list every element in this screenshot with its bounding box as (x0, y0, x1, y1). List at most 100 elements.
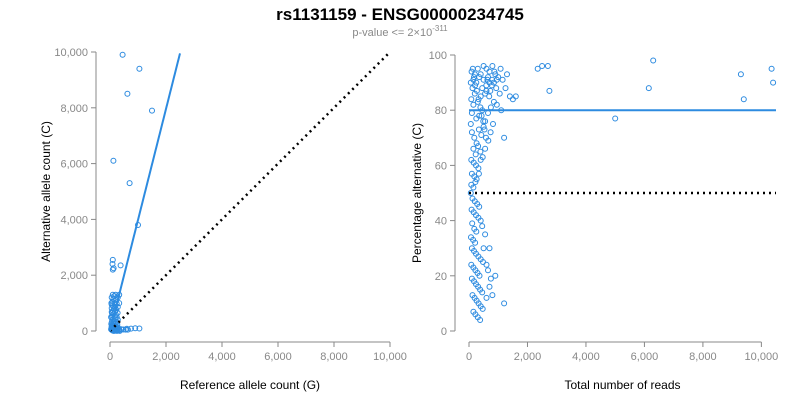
data-point (468, 129, 475, 136)
data-point (126, 180, 133, 187)
data-point (487, 275, 494, 282)
data-point (486, 283, 493, 290)
data-point (136, 65, 143, 72)
fit-line (109, 53, 181, 332)
data-point (468, 68, 475, 75)
y-axis-title: Alternative allele count (C) (39, 121, 53, 262)
reference-line (109, 51, 391, 332)
x-axis-title: Reference allele count (G) (180, 378, 320, 392)
data-point (479, 223, 486, 230)
y-tick-label: 4,000 (60, 214, 88, 226)
data-point (477, 71, 484, 78)
data-point (480, 245, 487, 252)
data-point (768, 65, 775, 72)
data-point (504, 71, 510, 78)
data-point (489, 63, 496, 69)
data-point (467, 121, 474, 127)
y-tick-label: 100 (429, 50, 447, 62)
subtitle-times: × (413, 27, 420, 39)
subtitle-prefix: p-value <= 2 (352, 27, 414, 39)
data-point (534, 65, 541, 72)
x-tick-label: 6,000 (631, 351, 659, 363)
data-point (487, 129, 494, 136)
data-point (480, 63, 487, 69)
data-point (475, 96, 482, 103)
data-point (477, 148, 484, 155)
x-tick-label: 4,000 (572, 351, 600, 363)
x-tick-label: 0 (466, 351, 472, 363)
data-point (489, 76, 496, 83)
data-point (487, 87, 494, 94)
data-point (473, 87, 480, 94)
data-point (109, 291, 116, 298)
data-point (469, 220, 476, 227)
data-point (482, 231, 489, 238)
data-point (475, 170, 482, 177)
data-point (482, 145, 489, 152)
data-point (502, 85, 509, 92)
y-tick-label: 6,000 (60, 159, 88, 171)
data-point (485, 267, 491, 274)
x-tick-label: 10,000 (745, 351, 779, 363)
x-axis-title: Total number of reads (564, 378, 680, 392)
data-point (474, 98, 481, 105)
y-tick-label: 80 (435, 105, 447, 117)
data-point (472, 151, 479, 158)
data-point (474, 65, 481, 72)
data-point (539, 63, 546, 69)
y-tick-label: 20 (435, 271, 447, 283)
data-point (645, 85, 652, 92)
x-tick-label: 0 (107, 351, 113, 363)
data-point (493, 101, 500, 108)
y-tick-label: 8,000 (60, 103, 88, 115)
data-point (475, 143, 482, 150)
x-tick-label: 6,000 (264, 351, 292, 363)
data-point (471, 134, 478, 141)
x-tick-label: 8,000 (689, 351, 717, 363)
data-point (472, 179, 479, 185)
data-point (480, 76, 487, 83)
data-point (117, 262, 124, 269)
data-point (479, 85, 486, 92)
chart-title: rs1131159 - ENSG00000234745 (276, 5, 524, 24)
data-point (119, 51, 126, 58)
data-point (483, 294, 490, 301)
subtitle-base: 10 (419, 27, 433, 39)
x-tick-label: 2,000 (514, 351, 542, 363)
data-point (473, 115, 480, 122)
data-point (116, 327, 123, 334)
data-point (149, 107, 155, 114)
data-point (501, 300, 508, 307)
data-point (485, 137, 492, 144)
data-point (109, 261, 116, 267)
data-point (499, 76, 506, 83)
data-point (509, 96, 516, 103)
data-point (475, 126, 482, 133)
data-point (478, 132, 485, 138)
data-point (477, 156, 484, 163)
data-point (471, 74, 477, 81)
data-point (478, 112, 485, 119)
data-point (480, 123, 487, 130)
data-point (477, 317, 484, 323)
data-point (128, 325, 134, 332)
y-axis-title: Percentage alternative (C) (410, 123, 424, 263)
y-tick-label: 10,000 (54, 47, 88, 59)
data-point (468, 110, 475, 116)
y-tick-label: 2,000 (60, 270, 88, 282)
data-point (476, 203, 483, 210)
data-point (473, 176, 480, 183)
data-point (486, 93, 493, 100)
data-point (470, 145, 477, 152)
data-point (108, 294, 115, 301)
data-point (136, 325, 143, 332)
data-point (490, 98, 497, 105)
data-point (501, 134, 508, 141)
data-point (487, 104, 494, 111)
data-point (485, 110, 491, 116)
data-point (493, 85, 500, 92)
data-point (483, 82, 490, 89)
data-point (123, 325, 130, 332)
data-point (475, 165, 482, 172)
